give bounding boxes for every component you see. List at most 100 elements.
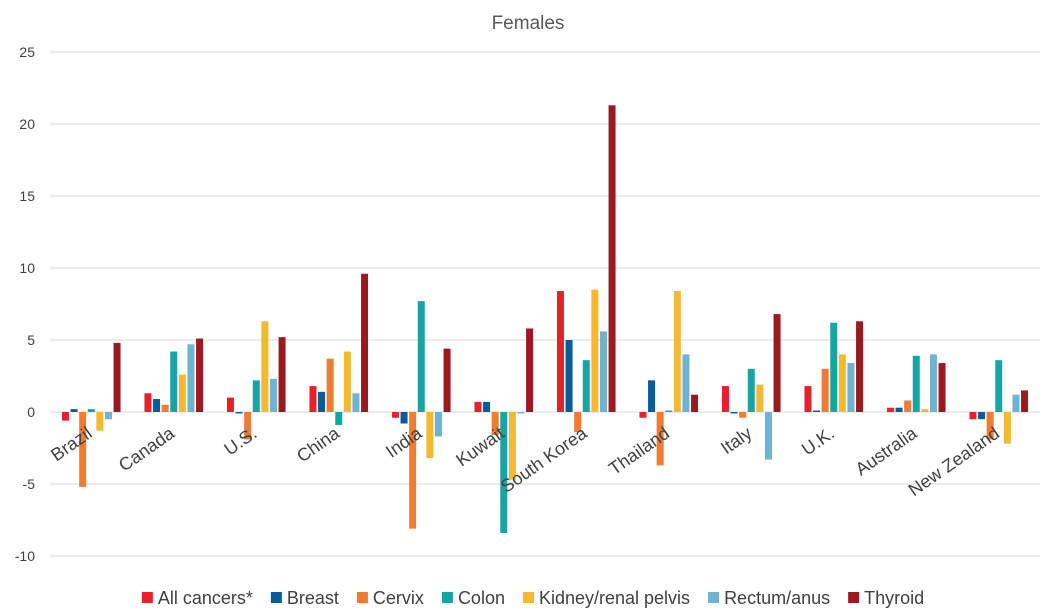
bar-canada-rectum-anus [187, 344, 195, 412]
bar-india-cervix [409, 412, 417, 529]
x-tick-label: Canada [115, 422, 179, 475]
x-tick-label: Brazil [47, 423, 95, 465]
bar-india-all-cancers- [391, 412, 399, 418]
x-tick-label: India [382, 422, 426, 461]
bar-india-colon [417, 301, 425, 412]
bar-china-breast [318, 391, 326, 412]
legend-label: Colon [458, 588, 505, 608]
bar-u-s--kidney-renal-pelvis [261, 321, 269, 412]
y-tick-label: -10 [15, 548, 35, 564]
y-tick-label: 5 [27, 332, 35, 348]
bar-canada-kidney-renal-pelvis [178, 374, 186, 412]
x-tick-label: U.K. [798, 423, 838, 459]
bar-india-kidney-renal-pelvis [426, 412, 434, 459]
bar-new-zealand-rectum-anus [1012, 394, 1020, 412]
bar-u-k--thyroid [856, 321, 864, 412]
bar-brazil-kidney-renal-pelvis [96, 412, 104, 431]
y-tick-label: 10 [19, 260, 35, 276]
bar-u-k--breast [813, 410, 821, 412]
bar-australia-kidney-renal-pelvis [921, 409, 929, 412]
legend-swatch [270, 592, 282, 603]
x-tick-label: Kuwait [452, 423, 508, 470]
bar-china-rectum-anus [352, 393, 360, 412]
x-tick-label: New Zealand [905, 423, 1003, 500]
bar-u-s--thyroid [278, 337, 286, 412]
bar-australia-cervix [904, 400, 912, 412]
bar-kuwait-rectum-anus [517, 412, 525, 414]
bar-india-thyroid [443, 348, 451, 412]
bar-new-zealand-cervix [986, 412, 994, 440]
legend-swatch [708, 592, 720, 603]
bar-australia-all-cancers- [886, 407, 894, 412]
bar-new-zealand-thyroid [1021, 390, 1029, 412]
bar-kuwait-thyroid [526, 328, 534, 412]
bar-italy-cervix [739, 412, 747, 418]
bar-brazil-all-cancers- [61, 412, 69, 421]
y-tick-label: 0 [27, 404, 35, 420]
bar-brazil-rectum-anus [104, 412, 112, 420]
y-tick-label: -5 [23, 476, 36, 492]
bar-china-kidney-renal-pelvis [343, 351, 351, 412]
bar-brazil-colon [87, 409, 95, 412]
bar-u-s--all-cancers- [226, 397, 234, 412]
legend-swatch [441, 592, 453, 603]
legend-swatch [356, 592, 368, 603]
bar-australia-thyroid [938, 363, 946, 412]
bar-thailand-colon [665, 410, 673, 412]
y-tick-label: 15 [19, 188, 35, 204]
bar-canada-all-cancers- [144, 393, 152, 412]
bar-south-korea-all-cancers- [556, 291, 564, 412]
x-tick-label: U.S. [220, 423, 260, 459]
bar-china-cervix [326, 358, 334, 412]
bar-u-k--rectum-anus [847, 363, 855, 412]
bar-thailand-breast [648, 380, 656, 412]
bar-u-s--rectum-anus [269, 378, 277, 412]
bar-thailand-kidney-renal-pelvis [673, 291, 681, 412]
bar-brazil-thyroid [113, 342, 121, 412]
legend-label: Breast [287, 588, 339, 608]
bar-u-k--all-cancers- [804, 386, 812, 412]
bar-thailand-rectum-anus [682, 354, 690, 412]
bar-new-zealand-breast [978, 412, 986, 420]
bar-italy-colon [747, 368, 755, 412]
bar-australia-breast [895, 407, 903, 412]
bar-canada-breast [153, 399, 161, 412]
bar-thailand-cervix [656, 412, 664, 466]
chart-title: Females [492, 13, 565, 34]
bar-south-korea-cervix [574, 412, 582, 433]
bar-india-rectum-anus [434, 412, 442, 437]
x-tick-label: Italy [717, 423, 756, 458]
legend-swatch [141, 592, 153, 603]
bar-italy-kidney-renal-pelvis [756, 384, 764, 412]
y-tick-label: 25 [19, 44, 35, 60]
bar-canada-thyroid [196, 338, 204, 412]
bar-south-korea-kidney-renal-pelvis [591, 289, 599, 412]
bar-kuwait-colon [500, 412, 508, 533]
bar-brazil-cervix [79, 412, 87, 487]
bar-new-zealand-all-cancers- [969, 412, 977, 420]
bar-canada-colon [170, 351, 178, 412]
bar-italy-rectum-anus [764, 412, 772, 460]
bar-new-zealand-colon [995, 360, 1003, 412]
legend-label: Kidney/renal pelvis [539, 588, 690, 608]
bar-u-k--cervix [821, 368, 829, 412]
bar-thailand-all-cancers- [639, 412, 647, 418]
bar-u-s--breast [235, 412, 243, 414]
bar-australia-colon [912, 355, 920, 412]
bar-china-thyroid [361, 273, 369, 412]
legend-swatch [848, 592, 860, 603]
bar-u-k--colon [830, 322, 838, 412]
bar-kuwait-cervix [491, 412, 499, 436]
y-tick-label: 20 [19, 116, 35, 132]
legend: All cancers* Breast Cervix Colon Kidney/rena… [141, 588, 924, 608]
bar-kuwait-all-cancers- [474, 401, 482, 412]
legend-label: Thyroid [864, 588, 924, 608]
bar-china-colon [335, 412, 343, 425]
y-axis: -10 -5 0 5 10 15 20 25 [15, 44, 35, 564]
bar-kuwait-breast [483, 401, 491, 412]
bar-south-korea-colon [582, 360, 590, 412]
bar-thailand-thyroid [691, 394, 699, 412]
bar-australia-rectum-anus [929, 354, 937, 412]
legend-label: All cancers* [158, 588, 253, 608]
